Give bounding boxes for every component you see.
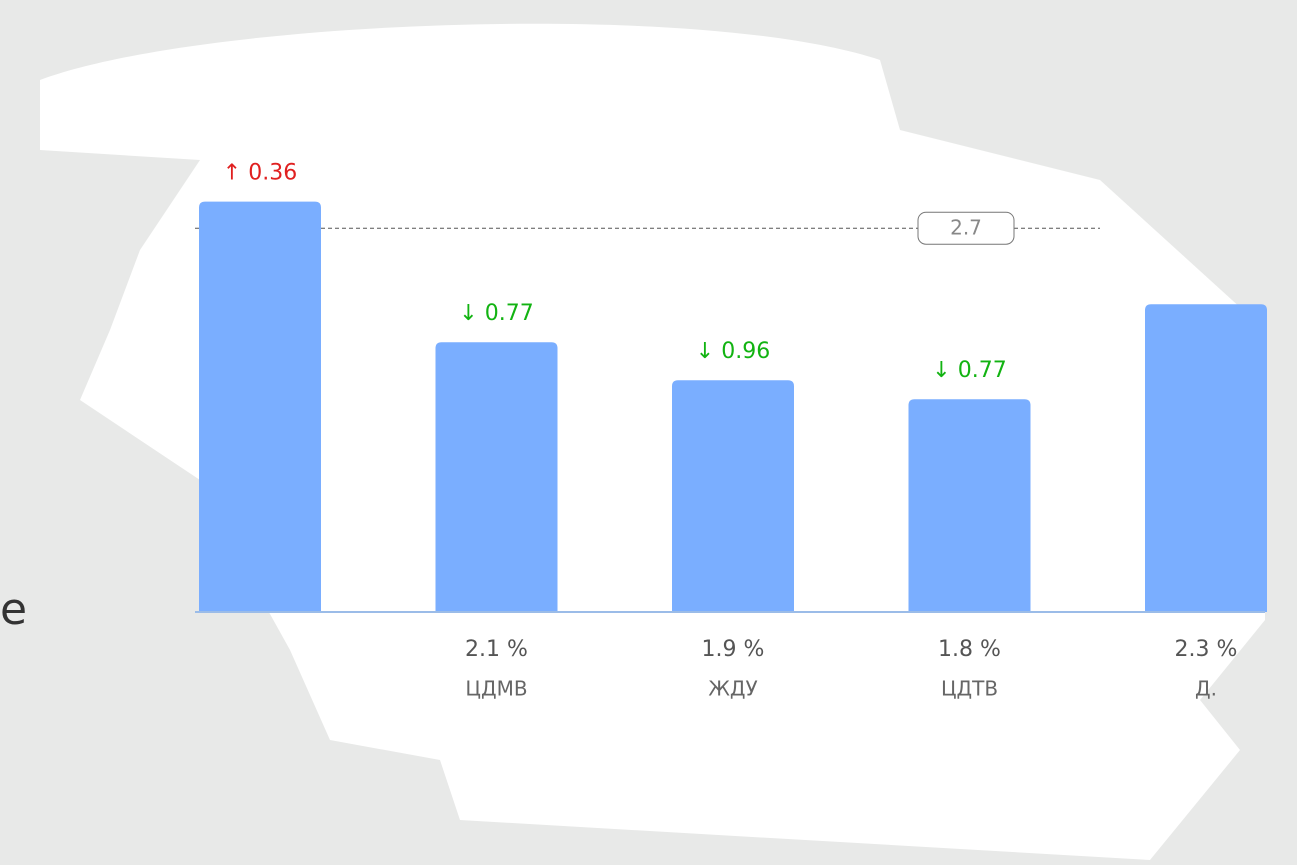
bar (1145, 304, 1267, 612)
value-label: 2.1 % (465, 637, 528, 662)
value-label: 1.8 % (938, 637, 1001, 662)
x-tick-label: ЖДУ (708, 677, 757, 701)
delta-label: ↓ 0.96 (696, 339, 770, 364)
delta-label: ↓ 0.77 (459, 301, 533, 326)
x-tick-label: ЦДМВ (465, 677, 527, 701)
x-tick-label: ЦДТВ (941, 677, 998, 701)
value-label: 1.9 % (702, 637, 765, 662)
chart: e 2.7 ↑ 0.36 ↓ 0.77 2.1 % ЦДМВ ↓ 0.96 1.9 % ЖДУ… (0, 0, 1297, 865)
bar (672, 380, 794, 612)
delta-label: ↑ 0.36 (223, 161, 297, 186)
bar (909, 399, 1031, 612)
side-text: e (0, 584, 27, 635)
value-label: 2.3 % (1175, 637, 1238, 662)
x-tick-label: Д. (1195, 677, 1217, 701)
delta-label: ↓ 0.77 (932, 358, 1006, 383)
bar (436, 342, 558, 612)
bar (199, 202, 321, 612)
reference-label: 2.7 (950, 216, 982, 240)
